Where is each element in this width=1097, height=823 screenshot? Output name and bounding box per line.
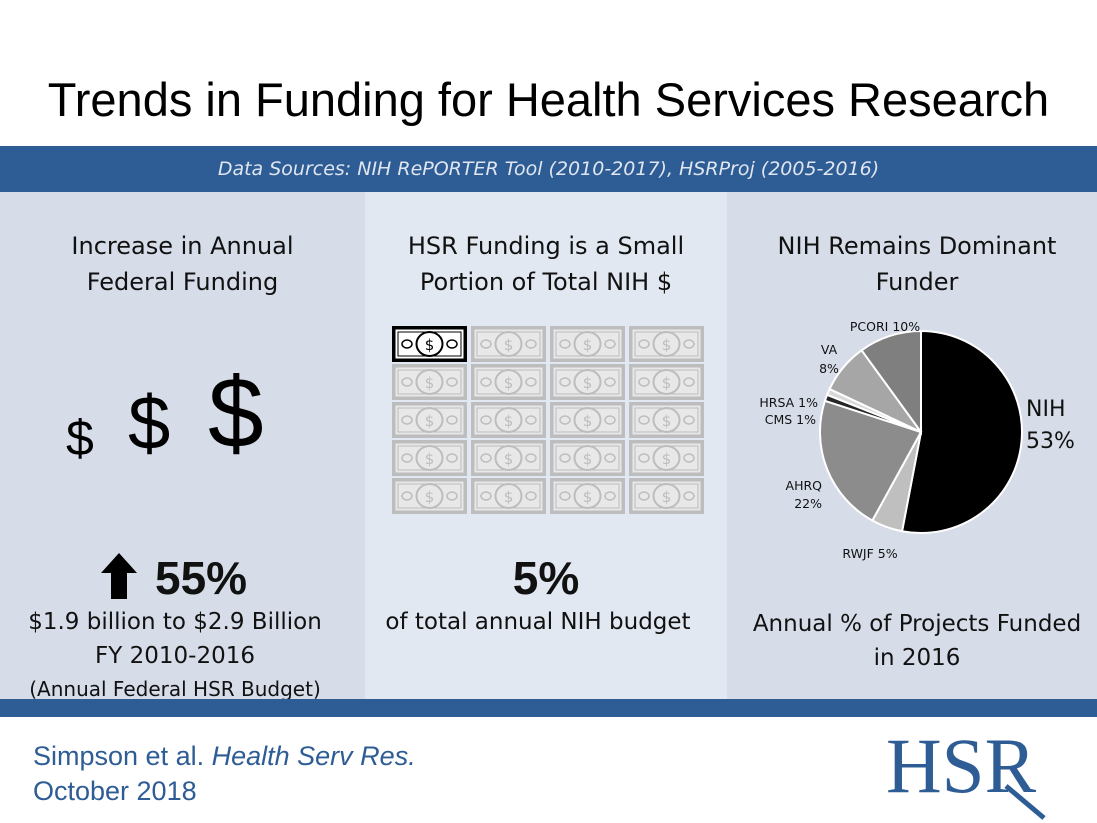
dollar-bill-icon: $ [629,440,704,476]
svg-text:$: $ [662,336,672,354]
svg-text:$: $ [662,412,672,430]
pie-caption-line: Annual % of Projects Funded [752,611,1082,637]
svg-text:$: $ [504,488,514,506]
dominant-funder-panel: NIH Remains Dominant Funder NIH 53% RWJF 5… [727,192,1097,699]
svg-text:$: $ [504,412,514,430]
dollar-bill-icon: $ [550,326,625,362]
fiscal-years: FY 2010-2016 [95,643,255,669]
dollar-bill-icon: $ [550,364,625,400]
dollar-bill-icon: $ [471,326,546,362]
svg-text:$: $ [583,450,593,468]
dollar-bill-icon: $ [471,364,546,400]
pie-slice-nih [900,329,1023,534]
dollar-bill-icon: $ [550,440,625,476]
svg-text:$: $ [504,336,514,354]
svg-text:$: $ [662,374,672,392]
pie-slice-ahrq [819,399,923,522]
dollar-bill-icon: $ [392,364,467,400]
pie-slice-pcori [860,329,922,436]
panel-heading-line: HSR Funding is a Small [407,232,685,260]
svg-text:$: $ [662,450,672,468]
increase-stat: 55% [155,552,248,604]
pie-label-va: VA 8% [819,342,839,376]
svg-text:$: $ [583,488,593,506]
svg-text:$: $ [425,374,435,392]
svg-text:$: $ [504,450,514,468]
panel-heading-line: Increase in Annual [71,232,294,260]
pie-label-rwjf: RWJF 5% [842,546,897,561]
dollar-bill-icon: $ [550,478,625,514]
citation: Simpson et al. Health Serv Res. October … [33,739,416,809]
footer-bar [0,699,1097,717]
page-title: Trends in Funding for Health Services Re… [47,73,1050,126]
panel-heading-line: NIH Remains Dominant [777,232,1057,260]
nih-share-stat: 5% [512,552,580,604]
logo-flourish [1004,784,1046,820]
pie-caption-line: in 2016 [873,645,961,671]
citation-journal: Health Serv Res. [211,741,416,771]
citation-authors: Simpson et al. [33,741,205,771]
dollar-bill-icon: $ [550,402,625,438]
funding-range: $1.9 billion to $2.9 Billion [28,609,322,635]
federal-funding-panel: Increase in Annual Federal Funding $ $ $… [0,192,365,701]
nih-portion-panel: HSR Funding is a Small Portion of Total … [365,192,727,699]
pie-label-pcori: PCORI 10% [850,319,920,334]
source-banner [0,146,1097,192]
dollar-large-icon: $ [208,357,264,469]
hsr-logo-text: HSR [886,724,1036,809]
svg-text:$: $ [425,336,435,354]
dollar-bill-icon: $ [392,440,467,476]
panel-heading: Increase in Annual Federal Funding [0,228,365,300]
svg-text:$: $ [583,412,593,430]
up-arrow-icon [101,553,137,599]
dollar-bill-icon: $ [471,478,546,514]
dollar-bill-icon: $ [392,402,467,438]
panel-heading: NIH Remains Dominant Funder [727,228,1097,300]
dollar-bill-grid: $ $ $ $ $ $ $ $ $ $ $ $ $ $ $ $ $ $ $ $ [392,326,707,518]
budget-note: (Annual Federal HSR Budget) [29,677,321,701]
panel-heading-line: Portion of Total NIH $ [419,268,673,296]
svg-text:$: $ [583,336,593,354]
svg-text:$: $ [583,374,593,392]
nih-share-caption: of total annual NIH budget [385,609,691,635]
dollar-bill-icon: $ [629,326,704,362]
svg-text:$: $ [425,488,435,506]
dollar-bill-icon: $ [629,402,704,438]
dollar-small-icon: $ [66,410,94,466]
funder-pie-chart: NIH 53% RWJF 5% AHRQ 22% HRSA 1% CMS 1% VA 8% PCO… [759,319,1075,561]
pie-label-ahrq: AHRQ 22% [786,478,823,511]
svg-text:$: $ [425,450,435,468]
svg-text:$: $ [504,374,514,392]
citation-date: October 2018 [33,776,197,806]
dollar-bill-icon: $ [392,478,467,514]
pie-label-nih: NIH 53% [1026,397,1075,454]
panel-heading-line: Federal Funding [86,268,279,296]
data-sources: Data Sources: NIH RePORTER Tool (2010-20… [217,158,880,180]
dollar-bill-icon: $ [471,402,546,438]
hsr-logo: HSR [886,724,1046,820]
pie-label-cms: CMS 1% [765,412,816,427]
svg-text:$: $ [425,412,435,430]
dollar-medium-icon: $ [128,381,171,466]
dollar-bill-icon: $ [392,326,467,362]
dollar-bill-icon: $ [471,440,546,476]
panel-heading-line: Funder [875,268,959,296]
dollar-bill-icon: $ [629,364,704,400]
pie-label-hrsa: HRSA 1% [759,395,818,410]
svg-text:$: $ [662,488,672,506]
dollar-bill-icon: $ [629,478,704,514]
panel-heading: HSR Funding is a Small Portion of Total … [365,228,727,300]
